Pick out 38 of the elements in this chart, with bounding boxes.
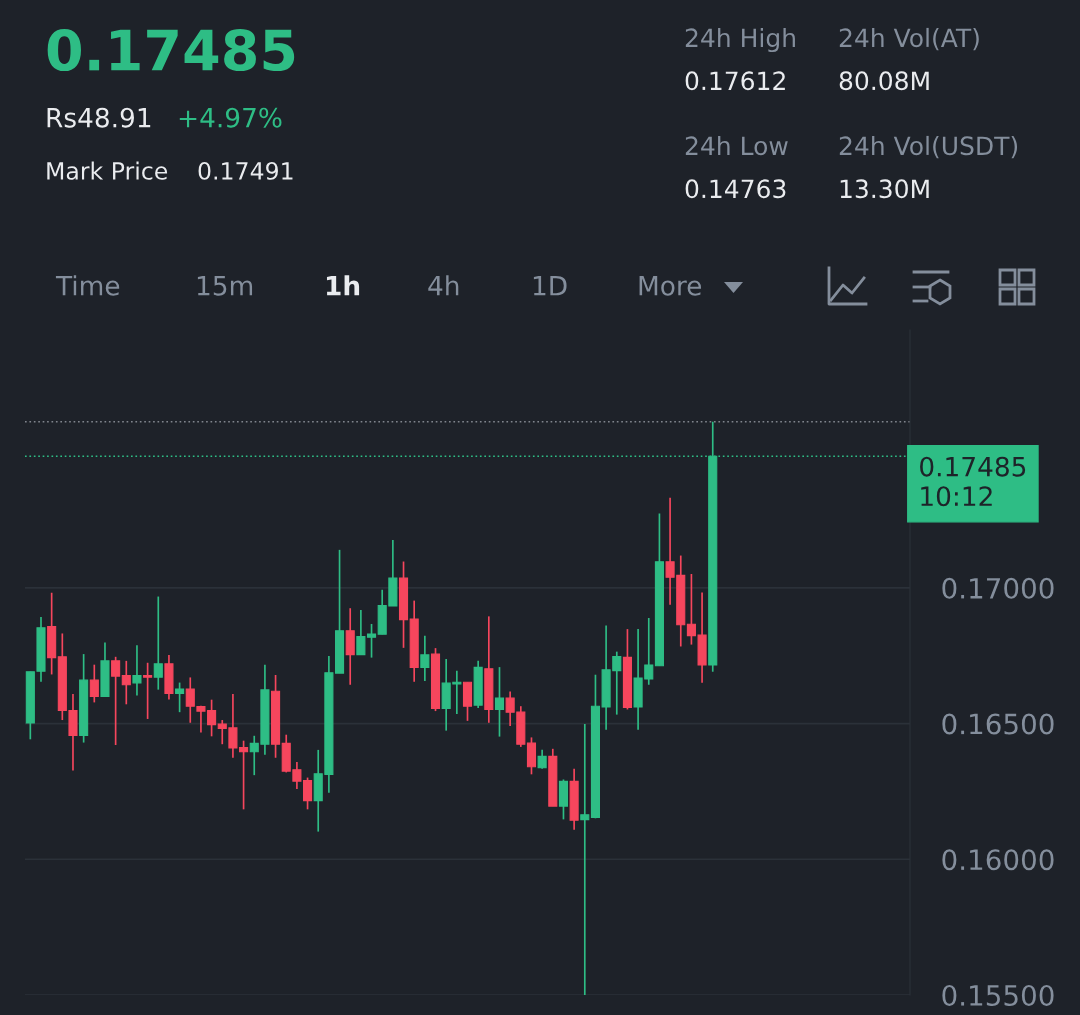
candlestick bbox=[121, 660, 131, 706]
text: Rs48.91 bbox=[47, 107, 151, 128]
text: 24h Vol(USDT) bbox=[839, 135, 1018, 159]
text: 0.17491 bbox=[198, 161, 293, 180]
text: Mark Price bbox=[47, 161, 168, 180]
text: 24h High bbox=[685, 27, 795, 53]
candlestick bbox=[89, 663, 99, 704]
candlestick bbox=[537, 748, 547, 770]
y-tick-label: 0.16000 bbox=[942, 849, 1054, 871]
candlestick bbox=[580, 723, 590, 995]
text: 24h Low bbox=[685, 135, 788, 156]
text: 15m bbox=[197, 276, 253, 296]
text: 13.30M bbox=[840, 179, 929, 199]
text: 0.14763 bbox=[685, 179, 786, 199]
candlestick bbox=[153, 595, 163, 691]
chart-title: 0.17485 bbox=[47, 29, 295, 72]
candlestick bbox=[494, 666, 505, 738]
text: 0.17612 bbox=[685, 71, 785, 91]
candlestick bbox=[526, 736, 537, 776]
y-tick-label: 0.16500 bbox=[942, 713, 1054, 735]
candlestick bbox=[132, 644, 142, 697]
candlestick bbox=[462, 681, 473, 722]
candlestick bbox=[345, 607, 355, 686]
ref-line-label: 0.17485 10:12 bbox=[920, 456, 1026, 507]
text: Time bbox=[55, 275, 120, 296]
text: 24h Vol(AT) bbox=[839, 27, 979, 51]
y-tick-label: 0.17000 bbox=[942, 577, 1054, 599]
text: 80.08M bbox=[839, 71, 929, 91]
text: 1h bbox=[326, 275, 360, 296]
candlestick bbox=[143, 661, 153, 720]
text: 1D bbox=[533, 276, 567, 296]
text: More bbox=[639, 276, 701, 296]
y-tick-label: 0.15500 bbox=[942, 984, 1054, 1006]
candlestick bbox=[111, 655, 121, 746]
text: +4.97% bbox=[179, 107, 282, 128]
text: 4h bbox=[428, 275, 459, 296]
candlestick bbox=[175, 681, 185, 714]
candlestick bbox=[420, 634, 430, 682]
